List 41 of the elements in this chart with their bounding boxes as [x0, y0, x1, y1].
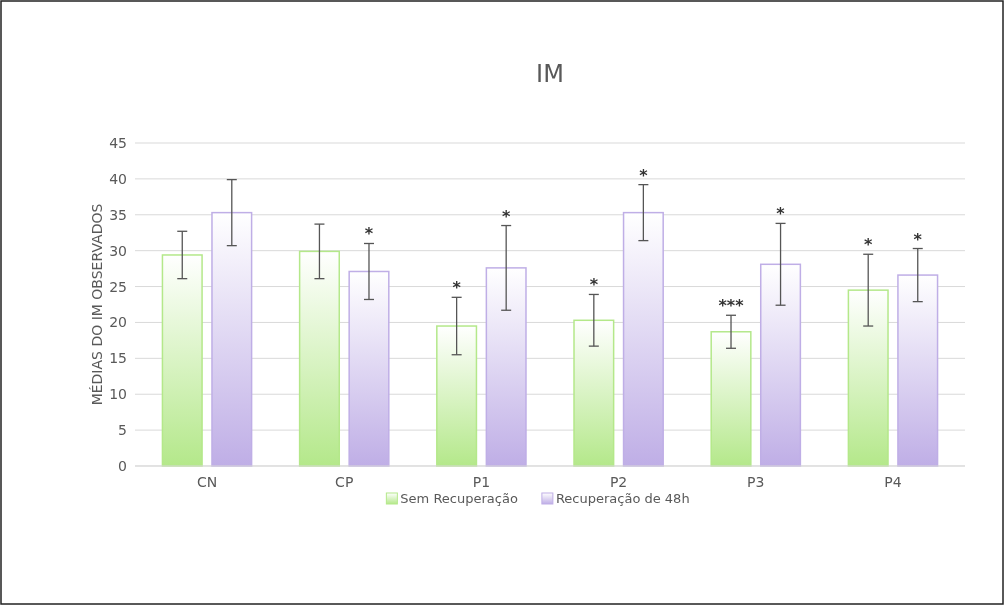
y-tick-label: 30: [109, 242, 127, 259]
y-tick-label: 25: [109, 278, 127, 295]
x-tick-label: CP: [335, 473, 354, 490]
annotation: *: [864, 235, 874, 255]
annotation: *: [364, 224, 374, 244]
x-tick-label: CN: [196, 473, 218, 490]
legend-label: Sem Recuperação: [400, 491, 518, 506]
bar: [622, 211, 664, 467]
legend-label: Recuperação de 48h: [555, 491, 690, 506]
chart-title: IM: [536, 60, 564, 88]
y-tick-label: 20: [109, 314, 127, 331]
bar: [485, 267, 527, 467]
y-axis-title: MÉDIAS DO IM OBSERVADOS: [89, 203, 105, 406]
x-tick-label: P4: [884, 473, 902, 490]
annotation: *: [913, 229, 923, 249]
bar: [847, 289, 889, 467]
y-tick-label: 0: [118, 457, 127, 474]
x-tick-label: P3: [747, 473, 765, 490]
y-tick-label: 15: [109, 350, 127, 367]
bar: [710, 331, 752, 467]
bar: [161, 254, 203, 467]
x-tick-label: P1: [472, 473, 491, 490]
y-tick-label: 35: [109, 206, 127, 223]
bar: [897, 274, 939, 467]
y-tick-label: 10: [109, 386, 127, 403]
annotation: *: [776, 204, 786, 224]
bar: [298, 250, 341, 467]
bar: [211, 211, 253, 467]
annotation: ***: [718, 296, 745, 316]
y-tick-label: 5: [118, 422, 127, 439]
annotation: *: [452, 278, 462, 298]
annotation: *: [501, 206, 511, 226]
bar: [759, 263, 802, 467]
y-tick-label: 40: [109, 170, 127, 187]
annotation: *: [639, 165, 649, 185]
annotation: *: [589, 275, 599, 295]
bar: [348, 270, 390, 467]
bar: [573, 319, 615, 467]
x-tick-label: P2: [609, 473, 628, 490]
y-tick-label: 45: [109, 134, 127, 151]
bar: [436, 325, 478, 467]
